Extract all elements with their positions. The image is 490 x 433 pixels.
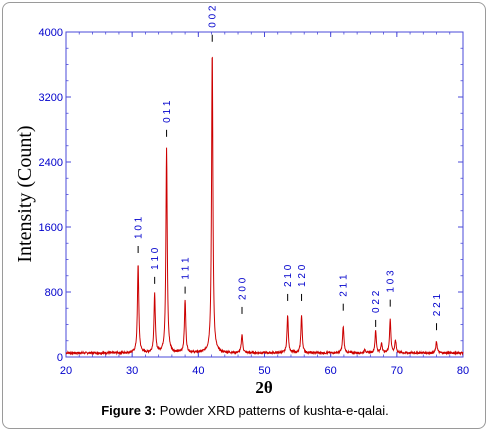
- x-tick-label: 60: [325, 365, 337, 377]
- peak-label: 2 0 0: [238, 277, 249, 300]
- xrd-pattern-line: [65, 56, 464, 356]
- peak-label: 2 2 1: [432, 294, 443, 317]
- x-tick-label: 40: [192, 365, 204, 377]
- x-tick-label: 20: [60, 365, 72, 377]
- x-axis-label: 2θ: [255, 378, 273, 397]
- plot-area-frame: [65, 31, 464, 358]
- peak-label: 2 1 0: [283, 264, 294, 287]
- y-tick-label: 2400: [39, 157, 63, 169]
- peak-label: 1 0 3: [386, 270, 397, 293]
- pattern-layer: [65, 56, 464, 356]
- y-tick-label: 4000: [39, 27, 63, 39]
- peak-label: 1 2 0: [297, 264, 308, 287]
- y-tick-label: 3200: [39, 92, 63, 104]
- peak-label: 1 0 1: [134, 216, 145, 239]
- peak-label: 0 0 2: [208, 5, 219, 28]
- figure-frame: [2, 2, 486, 429]
- y-tick-label: 0: [57, 352, 63, 364]
- x-tick-label: 50: [258, 365, 270, 377]
- caption-text: Powder XRD patterns of kushta-e-qalai.: [156, 403, 389, 418]
- peak-label: 0 1 1: [162, 100, 173, 123]
- x-tick-label: 80: [457, 365, 469, 377]
- figure-caption: Figure 3: Powder XRD patterns of kushta-…: [0, 403, 490, 418]
- y-tick-label: 1600: [39, 222, 63, 234]
- caption-label: Figure 3:: [101, 403, 157, 418]
- y-axis-label: Intensity (Count): [14, 125, 36, 262]
- x-tick-label: 30: [126, 365, 138, 377]
- peak-label: 1 1 0: [150, 247, 161, 270]
- y-tick-label: 800: [45, 287, 63, 299]
- peak-label: 1 1 1: [181, 257, 192, 280]
- peak-label: 2 1 1: [339, 274, 350, 297]
- peak-label: 0 2 2: [371, 290, 382, 313]
- x-tick-label: 70: [391, 365, 403, 377]
